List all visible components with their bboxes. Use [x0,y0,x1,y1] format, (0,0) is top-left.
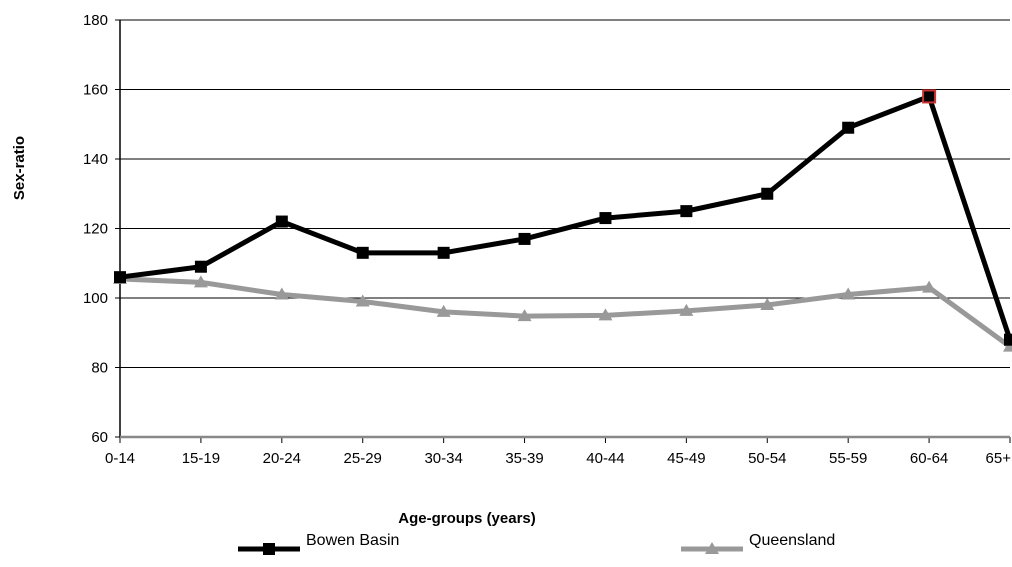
y-tick-label: 100 [83,290,108,307]
x-tick-label: 25-29 [344,450,382,467]
data-point [761,187,774,200]
data-point [598,308,613,321]
x-tick-label: 60-64 [910,450,948,467]
y-axis-ticks: 60 80 100 120 140 160 180 [83,12,120,446]
data-point [760,297,775,310]
x-tick-label: 30-34 [424,450,462,467]
data-point [355,294,370,307]
x-axis-title: Age-groups (years) [398,510,536,527]
data-point [193,275,208,288]
legend: Bowen Basin Queensland [238,532,835,555]
data-point [842,121,855,134]
y-tick-label: 180 [83,12,108,29]
legend-item: Queensland [681,532,835,554]
series-line [119,93,1012,341]
series-bowen-basin [114,89,1012,346]
y-tick-label: 160 [83,82,108,99]
x-tick-label: 45-49 [667,450,705,467]
series-queensland [113,271,1012,352]
series-layer [113,89,1012,352]
data-point [518,232,531,245]
data-point [922,280,937,293]
data-point [114,271,126,284]
x-tick-label: 55-59 [829,450,867,467]
plot-frame [119,20,1010,439]
data-point [275,215,288,228]
legend-item: Bowen Basin [238,532,399,555]
data-point [356,246,369,259]
data-point [680,205,693,218]
data-point [679,303,694,316]
y-tick-label: 80 [91,360,108,377]
data-point [1004,333,1012,346]
y-tick-label: 120 [83,221,108,238]
y-tick-label: 60 [91,429,108,446]
x-axis-ticks: 0-14 15-19 20-24 25-29 30-34 35-39 40-44 45-49 5… [105,437,1011,467]
x-tick-label: 65+ [986,450,1012,467]
legend-swatch-marker [705,542,719,554]
x-tick-label: 50-54 [748,450,786,467]
x-tick-label: 35-39 [505,450,543,467]
legend-swatch-marker [263,543,275,555]
data-point [274,287,289,300]
highlighted-data-point [922,89,937,104]
y-tick-label: 140 [83,151,108,168]
series-line [119,276,1012,349]
y-axis-title: Sex-ratio [11,136,28,200]
x-tick-label: 15-19 [182,450,220,467]
data-point [437,246,450,259]
data-point [436,304,451,317]
data-point [194,260,207,273]
data-point [841,287,856,300]
legend-label: Bowen Basin [306,532,399,549]
x-tick-label: 0-14 [105,450,135,467]
x-tick-label: 40-44 [586,450,624,467]
legend-label: Queensland [749,532,835,549]
data-point [599,212,612,225]
data-point [517,309,532,322]
x-tick-label: 20-24 [263,450,301,467]
